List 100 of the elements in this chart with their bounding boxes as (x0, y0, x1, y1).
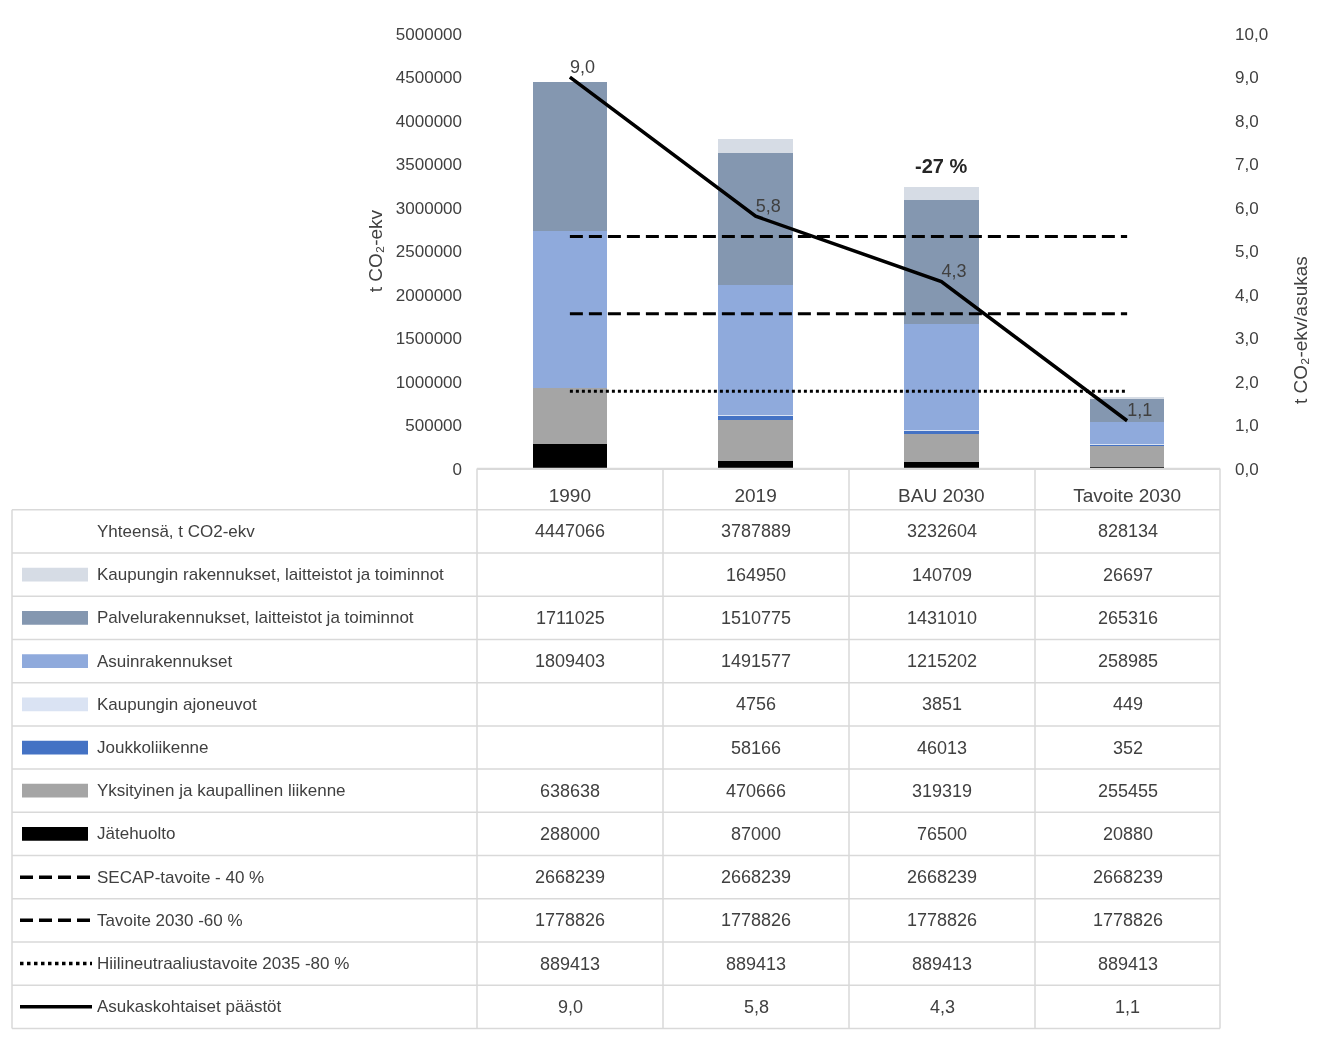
bar (532, 387, 608, 444)
y-tick-label: 2000000 (395, 285, 462, 305)
total-label: 828134 (1098, 521, 1159, 541)
bar (1089, 421, 1165, 445)
bar (532, 230, 608, 388)
text: Yhteensä, t CO2-ekv (97, 522, 256, 541)
y2-tick-label: 4,0 (1235, 285, 1259, 305)
legend-label: Joukkoliikenne (97, 738, 209, 757)
legend-label: Kaupungin ajoneuvot (97, 695, 258, 714)
y-tick-label: 3000000 (395, 198, 462, 218)
y2-tick-label: 1,0 (1235, 416, 1259, 436)
y-tick-label: 500000 (405, 416, 462, 436)
bar (904, 199, 979, 325)
bar (718, 420, 793, 462)
data-label: 889413 (912, 954, 973, 974)
y2-tick-label: 3,0 (1235, 329, 1259, 349)
data-label: 255455 (1098, 781, 1159, 801)
x-tick-label: 1990 (548, 485, 592, 507)
data-label: 164950 (726, 565, 787, 585)
y-tick-label: 3500000 (395, 155, 462, 175)
data-label: 20880 (1103, 824, 1154, 844)
data-label: 140709 (912, 565, 973, 585)
y-tick-label: 1000000 (395, 372, 462, 392)
line-series (568, 75, 1129, 423)
annotation: -27 % (915, 155, 968, 177)
data-label: 1491577 (721, 651, 792, 671)
data-label: 1809403 (535, 651, 606, 671)
x-tick-label: 2019 (734, 485, 777, 507)
y2-tick-label: 10,0 (1235, 24, 1269, 44)
bar (904, 187, 979, 200)
x-tick-label: Tavoite 2030 (1073, 485, 1182, 507)
y2-tick-label: 6,0 (1235, 198, 1259, 218)
y2-tick-label: 2,0 (1235, 372, 1259, 392)
bar (718, 153, 793, 285)
y-tick-label: 1500000 (395, 329, 462, 349)
data-label: 449 (1113, 694, 1144, 714)
data-label: 1778826 (1093, 910, 1164, 930)
text: 5,8 (755, 195, 781, 216)
total-label: 3787889 (721, 521, 792, 541)
data-label: 26697 (1103, 565, 1154, 585)
total-label: 4447066 (535, 521, 606, 541)
data-label: 2668239 (907, 867, 978, 887)
data-label: 1778826 (535, 910, 606, 930)
data-label: 1778826 (907, 910, 978, 930)
legend-label: Tavoite 2030 -60 % (97, 911, 243, 930)
data-label: 889413 (540, 954, 601, 974)
y2-tick-label: 5,0 (1235, 242, 1259, 262)
text: 4,3 (941, 261, 967, 282)
data-label: 9,0 (558, 997, 584, 1017)
legend-label: Palvelurakennukset, laitteistot ja toiminnot (97, 608, 414, 627)
data-label: 1431010 (907, 608, 978, 628)
data-label: 258985 (1098, 651, 1159, 671)
data-label: 1510775 (721, 608, 792, 628)
data-label: 1,1 (1115, 997, 1141, 1017)
y2-axis-title: t CO₂-ekv/asukas (1289, 256, 1311, 405)
data-label: 4,3 (930, 997, 956, 1017)
data-label: 889413 (726, 954, 787, 974)
bar (718, 139, 793, 154)
data-label: 470666 (726, 781, 787, 801)
bar (904, 434, 979, 462)
y-axis-title: t CO₂-ekv (364, 209, 386, 293)
text: 9,0 (569, 56, 595, 77)
bar (532, 443, 608, 469)
total-label: 3232604 (907, 521, 978, 541)
data-label: 889413 (1098, 954, 1159, 974)
data-label: 46013 (917, 738, 968, 758)
legend-label: SECAP-tavoite - 40 % (97, 868, 265, 887)
y-tick-label: 4000000 (395, 111, 462, 131)
y2-tick-label: 7,0 (1235, 155, 1259, 175)
data-label: 2668239 (1093, 867, 1164, 887)
y-tick-label: 5000000 (395, 24, 462, 44)
legend-label: Asukaskohtaiset päästöt (97, 997, 282, 1016)
legend-label: Jätehuolto (97, 824, 176, 843)
data-label: 58166 (731, 738, 782, 758)
data-label: 3851 (922, 694, 963, 714)
data-label: 1711025 (536, 608, 605, 628)
bar (718, 284, 793, 415)
data-label: 4756 (736, 694, 777, 714)
data-label: 1778826 (721, 910, 792, 930)
y2-tick-label: 8,0 (1235, 111, 1259, 131)
y2-tick-label: 0,0 (1235, 459, 1259, 479)
legend-label: Yksityinen ja kaupallinen liikenne (97, 781, 346, 800)
y-tick-label: 0 (452, 459, 462, 479)
data-label: 319319 (912, 781, 973, 801)
legend-label: Hiilineutraaliustavoite 2035 -80 % (97, 954, 350, 973)
legend-label: Kaupungin rakennukset, laitteistot ja toiminnot (97, 565, 445, 584)
data-label: 5,8 (744, 997, 770, 1017)
bar (532, 81, 608, 231)
data-label: 2668239 (721, 867, 792, 887)
bar (904, 324, 979, 430)
x-tick-label: BAU 2030 (898, 485, 985, 507)
y-tick-label: 4500000 (395, 68, 462, 88)
bar (1089, 444, 1165, 467)
data-label: 1215202 (907, 651, 978, 671)
y-tick-label: 2500000 (395, 242, 462, 262)
data-label: 2668239 (535, 867, 606, 887)
data-label: 638638 (540, 781, 601, 801)
text: 1,1 (1127, 400, 1153, 421)
data-label: 87000 (731, 824, 782, 844)
data-label: 352 (1113, 738, 1144, 758)
